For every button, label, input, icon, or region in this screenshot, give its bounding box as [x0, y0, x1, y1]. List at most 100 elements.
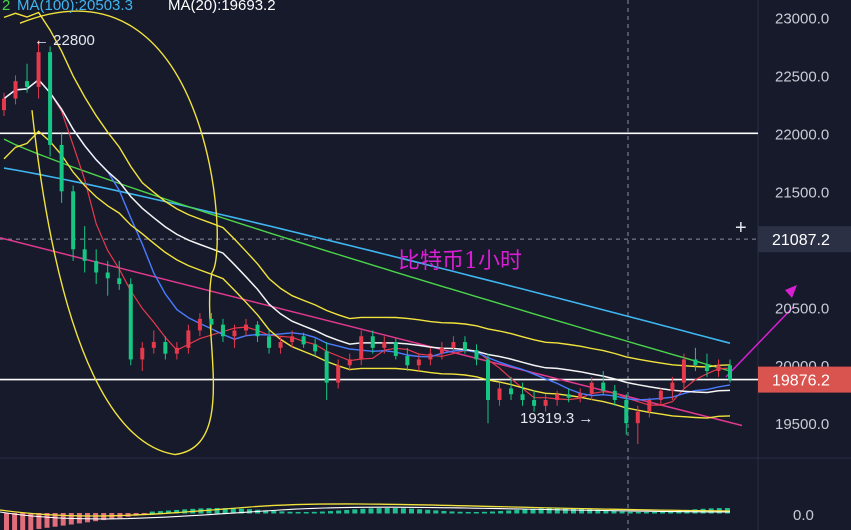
- macd-bar: [400, 508, 406, 514]
- candle-body: [59, 144, 64, 192]
- macd-bar: [490, 511, 495, 514]
- candle-body: [301, 336, 306, 345]
- candle-body: [612, 390, 617, 401]
- candle-body: [128, 284, 133, 360]
- ma5-line: [3, 78, 731, 406]
- candle-body: [267, 336, 272, 348]
- candles: [2, 40, 732, 445]
- macd-bar: [481, 511, 487, 514]
- macd-panel: [0, 503, 731, 530]
- macd-bar: [279, 511, 285, 514]
- candle-body: [163, 342, 168, 354]
- candle-body: [186, 330, 191, 348]
- ma60-line: [3, 138, 731, 372]
- candle-body: [532, 400, 537, 406]
- candle-body: [589, 382, 594, 394]
- candle-body: [439, 347, 444, 354]
- candle-body: [359, 336, 364, 360]
- candle-body: [347, 359, 352, 366]
- candle-body: [25, 81, 30, 87]
- candle-body: [278, 342, 283, 348]
- macd-bar: [579, 508, 585, 514]
- candle-body: [244, 324, 248, 331]
- candle-body: [393, 342, 398, 356]
- sub-tick-label: 0.0: [793, 507, 814, 524]
- macd-bar: [425, 509, 431, 514]
- candle-body: [555, 394, 560, 401]
- candle-body: [117, 278, 122, 285]
- macd-bar: [514, 509, 520, 514]
- macd-bar: [587, 509, 593, 514]
- bollinger-lower: [3, 130, 731, 419]
- macd-bar: [287, 511, 293, 514]
- bollinger-envelope-loop: [19, 10, 218, 456]
- macd-bar: [571, 508, 576, 514]
- bollinger-upper: [3, 11, 731, 368]
- macd-bar: [457, 511, 463, 514]
- forecast-arrow: [725, 306, 794, 378]
- macd-bar: [554, 508, 560, 514]
- candle-body: [36, 52, 41, 87]
- candle-body: [462, 342, 467, 351]
- candle-body: [336, 365, 341, 383]
- y-tick-label: 19500.0: [775, 416, 829, 433]
- macd-bar: [441, 510, 447, 514]
- crosshair-price-label: 21087.2: [772, 232, 830, 249]
- candle-body: [232, 330, 237, 337]
- macd-bar: [546, 508, 552, 514]
- crosshair-plus-icon[interactable]: +: [735, 217, 747, 239]
- macd-bar: [174, 509, 180, 514]
- macd-bar: [376, 508, 382, 514]
- macd-bar: [93, 513, 99, 522]
- y-tick-label: 22000.0: [775, 126, 829, 143]
- header-ma-prefix: 2: [2, 0, 10, 14]
- macd-bar: [595, 509, 601, 514]
- trend-line: [0, 236, 743, 427]
- macd-bar: [360, 508, 366, 514]
- macd-bar: [627, 511, 633, 514]
- candle-body: [486, 359, 490, 401]
- candle-body: [624, 400, 629, 424]
- macd-bar: [12, 513, 18, 530]
- macd-bar: [417, 509, 423, 514]
- candle-body: [601, 382, 606, 391]
- macd-bar: [230, 508, 236, 514]
- candle-body: [313, 344, 318, 352]
- macd-bar: [214, 508, 220, 514]
- candle-body: [405, 355, 410, 366]
- crosshair-price-tag: [758, 226, 851, 253]
- candle-body: [105, 272, 110, 279]
- macd-bar: [562, 508, 568, 514]
- candle-body: [578, 393, 583, 398]
- macd-bar: [611, 510, 617, 514]
- macd-bar: [271, 510, 277, 514]
- macd-bar: [328, 511, 333, 514]
- ma20-line: [3, 78, 731, 394]
- current-price-label: 19876.2: [772, 373, 830, 390]
- y-tick-label: 22500.0: [775, 68, 829, 85]
- candle-body: [370, 336, 375, 348]
- macd-signal-line: [0, 503, 731, 517]
- candle-body: [704, 365, 709, 372]
- macd-bar: [603, 510, 609, 514]
- macd-bar: [473, 511, 479, 514]
- macd-bar: [384, 508, 390, 514]
- macd-bar: [660, 511, 666, 514]
- macd-bar: [409, 508, 414, 514]
- candle-body: [428, 353, 433, 360]
- low-label: 19319.3 →: [520, 410, 593, 427]
- macd-bar: [28, 513, 34, 530]
- high-label: ← 22800: [34, 32, 95, 49]
- macd-bar: [60, 513, 66, 526]
- macd-bar: [530, 508, 536, 514]
- macd-bar: [506, 510, 512, 514]
- macd-bar: [319, 511, 325, 514]
- header-ma20: MA(20):19693.2: [168, 0, 276, 14]
- candle-body: [209, 318, 214, 325]
- price-axis: 23000.0 22500.0 22000.0 21500.0 21087.2 20500…: [758, 10, 851, 524]
- macd-bar: [652, 511, 657, 514]
- chart-title: 比特币1小时: [398, 249, 522, 274]
- macd-bar: [295, 511, 301, 514]
